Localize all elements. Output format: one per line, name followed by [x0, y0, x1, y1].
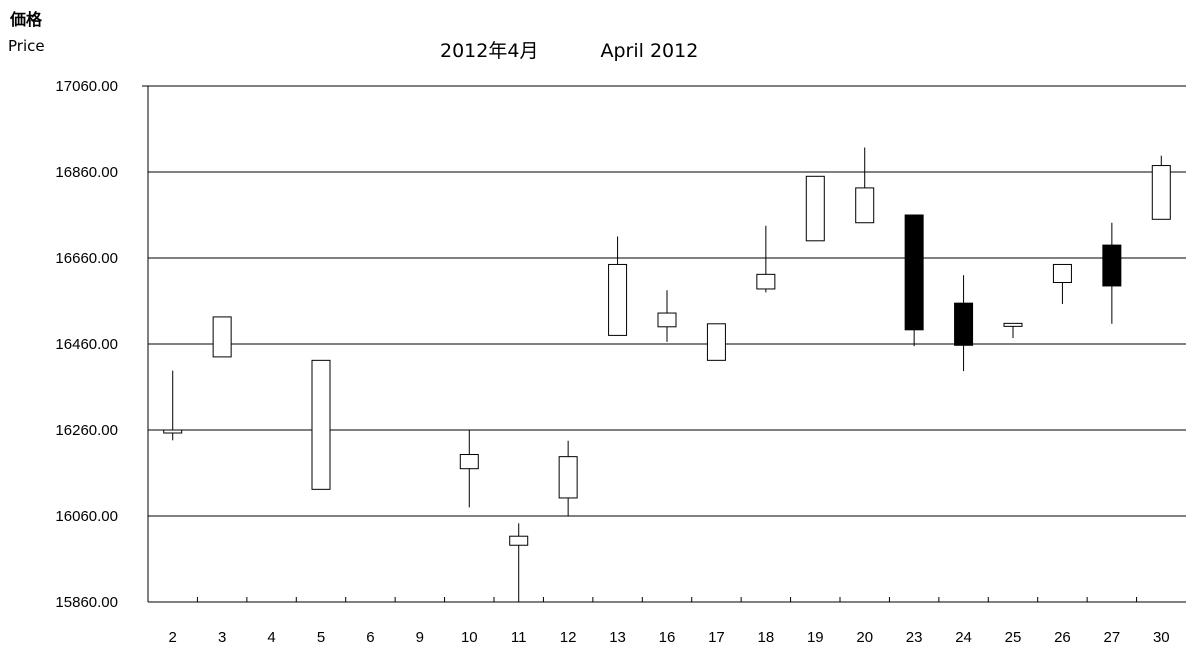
candle-body [558, 456, 578, 499]
candle-body [805, 175, 825, 242]
x-tick-label: 9 [416, 629, 424, 646]
candle-body [756, 273, 776, 290]
x-tick-label: 26 [1054, 629, 1071, 646]
candle-body [608, 263, 628, 336]
x-tick-label: 11 [511, 629, 527, 646]
candle-body [1102, 244, 1122, 287]
x-tick-label: 24 [955, 629, 972, 646]
candle-body [212, 316, 232, 358]
x-tick-label: 6 [366, 629, 374, 646]
candle-body [954, 302, 974, 346]
candle-body [855, 187, 875, 224]
y-tick-label: 16260.00 [55, 422, 118, 439]
x-tick-label: 12 [560, 629, 577, 646]
y-axis-label-en: Price [8, 37, 45, 55]
candle-body [509, 535, 529, 546]
candle-body [1003, 322, 1023, 327]
candle-body [163, 429, 183, 434]
x-tick-label: 3 [218, 629, 226, 646]
y-tick-label: 16860.00 [55, 164, 118, 181]
candle-body [657, 312, 677, 328]
x-tick-label: 18 [758, 629, 775, 646]
candle-body [1151, 165, 1171, 220]
x-tick-label: 19 [807, 629, 824, 646]
candle-body [706, 323, 726, 361]
y-tick-label: 15860.00 [55, 594, 118, 611]
chart-title: 2012年4月 April 2012 [440, 36, 698, 63]
x-tick-label: 2 [169, 629, 177, 646]
x-tick-label: 16 [659, 629, 676, 646]
chart-title-jp: 2012年4月 [440, 40, 539, 62]
y-tick-label: 16460.00 [55, 336, 118, 353]
x-tick-label: 23 [906, 629, 923, 646]
y-axis-label-jp: 価格 [10, 10, 43, 29]
x-tick-label: 13 [609, 629, 626, 646]
y-tick-label: 16660.00 [55, 250, 118, 267]
candle-body [311, 359, 331, 490]
y-tick-label: 17060.00 [55, 78, 118, 95]
x-tick-label: 25 [1005, 629, 1022, 646]
x-tick-label: 4 [267, 629, 275, 646]
y-tick-label: 16060.00 [55, 508, 118, 525]
x-tick-label: 30 [1153, 629, 1170, 646]
x-tick-label: 17 [708, 629, 725, 646]
candle-body [459, 454, 479, 470]
x-tick-label: 20 [856, 629, 873, 646]
candle-body [904, 214, 924, 331]
x-tick-label: 10 [461, 629, 478, 646]
x-tick-label: 27 [1104, 629, 1121, 646]
x-tick-label: 5 [317, 629, 325, 646]
candle-body [1052, 263, 1072, 284]
chart-title-en: April 2012 [600, 40, 699, 62]
